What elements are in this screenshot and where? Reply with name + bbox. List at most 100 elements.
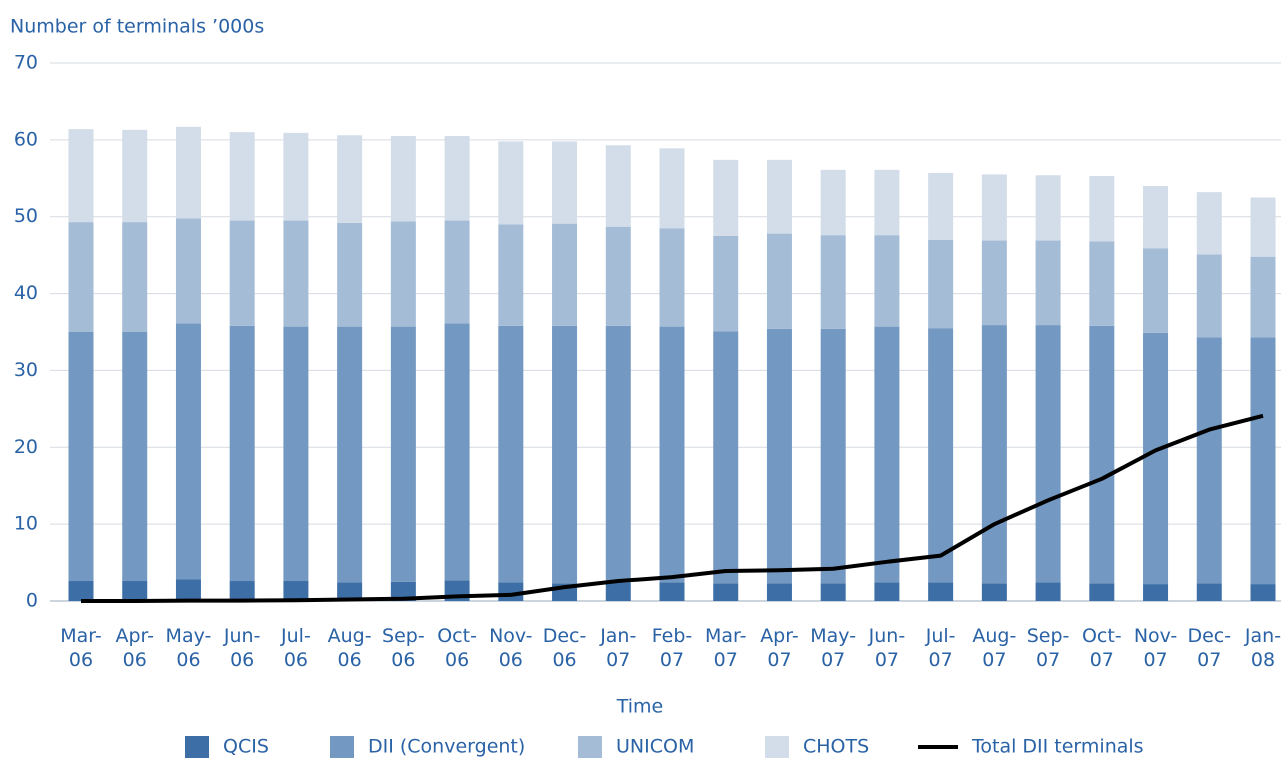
bar-segment [1143,185,1169,249]
y-tick-label: 10 [14,513,38,535]
bar-segment [659,326,685,583]
x-tick-label: Apr-06 [115,625,154,671]
bar-segment [175,218,201,324]
bar-segment [1250,197,1276,257]
bar-segment [1196,583,1222,601]
legend-label: CHOTS [803,736,869,758]
bar-segment [928,172,954,240]
y-tick-label: 50 [14,205,38,227]
bar-segment [981,325,1007,584]
bar-segment [68,332,94,582]
bar-segment [1196,254,1222,338]
bar-segment [122,129,148,223]
x-tick-label: Jan-08 [1244,625,1281,671]
bar-segment [1035,240,1061,326]
legend-swatch [185,736,209,758]
bar-segment [337,222,363,327]
x-tick-label: Feb-07 [651,625,693,671]
bar-segment [659,582,685,601]
bar-segment [552,141,578,224]
legend-label: Total DII terminals [971,736,1144,758]
bar-segment [337,135,363,223]
bar-segment [444,220,470,324]
bar-segment [337,582,363,601]
bar-segment [68,222,94,332]
x-tick-label: Apr-07 [760,625,799,671]
chart-title: Number of terminals ’000s [10,16,264,38]
x-tick-label: Oct-06 [437,625,477,671]
bar-segment [981,583,1007,601]
bar-segment [605,145,631,227]
bar-segment [1035,325,1061,583]
bar-segment [1250,584,1276,601]
bar-segment [552,325,578,584]
x-tick-label: Nov-06 [489,625,533,671]
bar-segment [1035,175,1061,241]
bar-segment [283,581,309,601]
bar-segment [283,132,309,221]
bar-segment [766,328,792,584]
x-tick-label: Jul-07 [925,625,956,671]
bar-segment [390,581,416,601]
bar-segment [283,220,309,327]
bar-segment [1143,584,1169,601]
bar-segment [659,148,685,229]
bar-segment [874,582,900,601]
bar-segment [713,159,739,236]
x-tick-label: Aug-07 [972,625,1017,671]
legend-swatch [578,736,602,758]
x-tick-label: Sep-07 [1026,625,1070,671]
bar-segment [820,169,846,236]
bar-segment [874,235,900,327]
bar-segment [874,169,900,236]
bar-segment [68,581,94,601]
bar-segment [766,583,792,601]
legend-label: UNICOM [616,736,694,758]
bar-segment [766,159,792,234]
bar-segment [229,132,255,221]
x-tick-label: Aug-06 [327,625,372,671]
bar-segment [605,582,631,601]
bar-segment [820,328,846,584]
bar-segment [928,328,954,583]
x-tick-label: May-06 [165,625,212,671]
bar-segment [1089,325,1115,584]
bar-segment [1196,337,1222,584]
legend-label: QCIS [223,736,269,758]
bar-segment [713,331,739,584]
bar-segment [605,325,631,583]
bar-segment [981,174,1007,241]
bar-segment [229,581,255,601]
bar-segment [874,326,900,583]
bar-segment [68,129,94,223]
bar-segment [498,141,524,225]
bar-segment [713,235,739,332]
y-tick-label: 20 [14,436,38,458]
bar-segment [820,235,846,329]
bar-segment [552,223,578,326]
bar-segment [122,222,148,332]
bar-segment [229,220,255,326]
bar-segment [1250,256,1276,338]
x-tick-label: Jul-06 [281,625,311,671]
x-tick-label: Mar-07 [704,625,747,671]
bar-segment [928,239,954,329]
bar-segment [1089,241,1115,326]
x-tick-label: Dec-06 [542,625,587,671]
bar-segment [1250,337,1276,585]
legend-swatch [765,736,789,758]
x-tick-label: Dec-07 [1187,625,1232,671]
bar-segment [766,233,792,329]
bar-segment [713,583,739,601]
bar-segment [981,240,1007,326]
bar-segment [390,221,416,327]
bar-segment [1089,583,1115,601]
y-tick-label: 60 [14,128,38,150]
bar-segment [1035,582,1061,601]
bar-segment [1143,248,1169,333]
bar-segment [1143,332,1169,585]
y-tick-label: 0 [26,590,38,612]
x-tick-label: Oct-07 [1081,625,1122,671]
